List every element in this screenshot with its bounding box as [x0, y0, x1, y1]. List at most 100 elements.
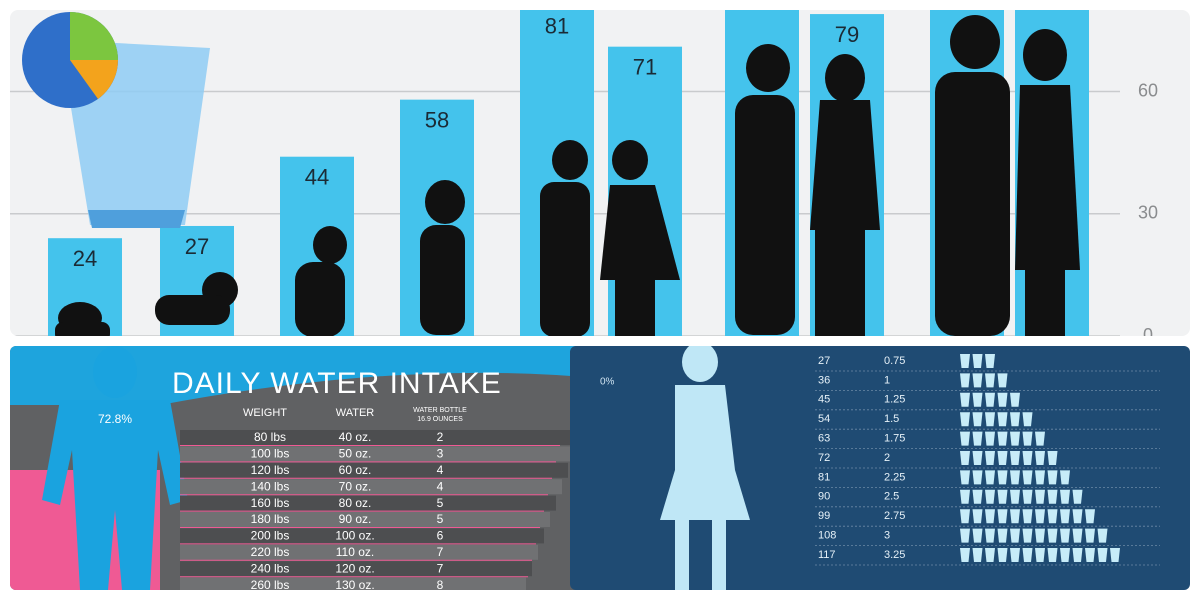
cup: [1047, 489, 1058, 504]
table-cell: 90: [818, 491, 830, 503]
cup: [1035, 548, 1045, 562]
value-label: 71: [633, 54, 657, 79]
table-cell: 1.25: [884, 394, 905, 406]
table-rows: 27 0.75 36 1 45 1.25 54 1.5 63 1.75 72 2 81 2.25 90 2.5…: [815, 354, 1160, 566]
value-label: 24: [73, 246, 97, 271]
table-cell: 45: [818, 394, 830, 406]
table-cell: 100 lbs: [251, 447, 290, 461]
cup: [972, 431, 983, 446]
cup: [972, 548, 983, 562]
woman-silhouette: [660, 346, 750, 590]
cup-row: [960, 373, 1008, 388]
cup: [960, 528, 970, 543]
table-cell: 3: [437, 447, 444, 461]
row-background: [180, 495, 556, 511]
cup-row: [960, 548, 1120, 562]
row-background: [180, 512, 550, 527]
cup: [1022, 528, 1033, 543]
row-background: [180, 528, 544, 544]
cup: [997, 509, 1008, 524]
cup: [1060, 470, 1070, 485]
table-cell: 7: [437, 545, 444, 559]
cup-row: [960, 412, 1033, 427]
table-cell: 200 lbs: [251, 529, 290, 543]
cup: [1022, 470, 1033, 485]
value-label: 90: [1040, 0, 1064, 2]
cup: [1060, 509, 1070, 524]
cup: [1035, 509, 1045, 524]
table-cell: 100 oz.: [335, 529, 374, 543]
table-cell: 1.75: [884, 433, 905, 445]
cup: [1047, 470, 1058, 485]
cup: [1010, 431, 1020, 446]
cup: [1035, 470, 1045, 485]
cup: [960, 392, 970, 407]
row-background: [180, 479, 562, 495]
table-cell: 8: [437, 578, 444, 592]
table-cell: 120 oz.: [335, 561, 374, 575]
table-cell: 2: [437, 430, 444, 444]
table-cell: 2.25: [884, 471, 905, 483]
cup: [1047, 451, 1058, 465]
table-cell: 1.5: [884, 413, 899, 425]
table-cell: 80 lbs: [254, 430, 286, 444]
table-cell: 110 oz.: [336, 545, 374, 559]
cup: [1047, 509, 1058, 524]
table-cell: 40 oz.: [339, 430, 372, 444]
cup: [1072, 528, 1083, 543]
column-header: WATER BOTTLE: [413, 407, 467, 414]
cup-row: [960, 431, 1045, 446]
cup: [1072, 548, 1083, 562]
cup-row: [960, 354, 995, 368]
table-cell: 72: [818, 452, 830, 464]
cup-row: [960, 451, 1058, 465]
cup: [997, 489, 1008, 504]
value-label: 58: [425, 107, 449, 132]
row-background: [180, 561, 532, 577]
table-cell: 260 lbs: [251, 578, 290, 592]
table-cell: 140 lbs: [251, 479, 290, 493]
cup: [1010, 548, 1020, 562]
cup: [985, 354, 995, 368]
cup-row: [960, 509, 1095, 524]
table-cell: 1: [884, 374, 890, 386]
cup: [1072, 509, 1083, 524]
y-tick-label: 0: [1143, 325, 1153, 345]
cup: [960, 431, 970, 446]
table-cell: 2: [884, 452, 890, 464]
cup: [972, 528, 983, 543]
cup-row: [960, 392, 1020, 407]
cup: [997, 470, 1008, 485]
column-header: 16.9 OUNCES: [417, 416, 463, 423]
cup: [985, 470, 995, 485]
cup: [1010, 509, 1020, 524]
cup: [1035, 431, 1045, 446]
table-cell: 63: [818, 433, 830, 445]
table-rows: 80 lbs 40 oz. 2 100 lbs 50 oz. 3 120 lbs 60 oz.…: [180, 430, 580, 592]
table-cell: 108: [818, 530, 836, 542]
table-cell: 180 lbs: [251, 512, 290, 526]
table-title: DAILY WATER INTAKE: [172, 367, 502, 400]
cup: [1022, 548, 1033, 562]
table-cell: 5: [437, 512, 444, 526]
intake-panel: 72.8% DAILY WATER INTAKE WEIGHT WATER WA…: [10, 346, 595, 592]
table-cell: 99: [818, 510, 830, 522]
table-cell: 60 oz.: [339, 463, 372, 477]
table-cell: 6: [437, 529, 444, 543]
cup: [985, 489, 995, 504]
row-background: [180, 446, 574, 462]
table-cell: 2.75: [884, 510, 905, 522]
table-cell: 220 lbs: [251, 545, 290, 559]
row-background: [180, 430, 580, 445]
cup: [1022, 489, 1033, 504]
cup: [972, 354, 983, 368]
cup: [1010, 412, 1020, 427]
header-band: [10, 346, 595, 405]
cup: [1085, 548, 1095, 562]
cup-row: [960, 528, 1108, 543]
cup: [960, 451, 970, 465]
cup: [1085, 509, 1095, 524]
value-label: 27: [185, 234, 209, 259]
y-tick-label: 60: [1138, 80, 1158, 100]
